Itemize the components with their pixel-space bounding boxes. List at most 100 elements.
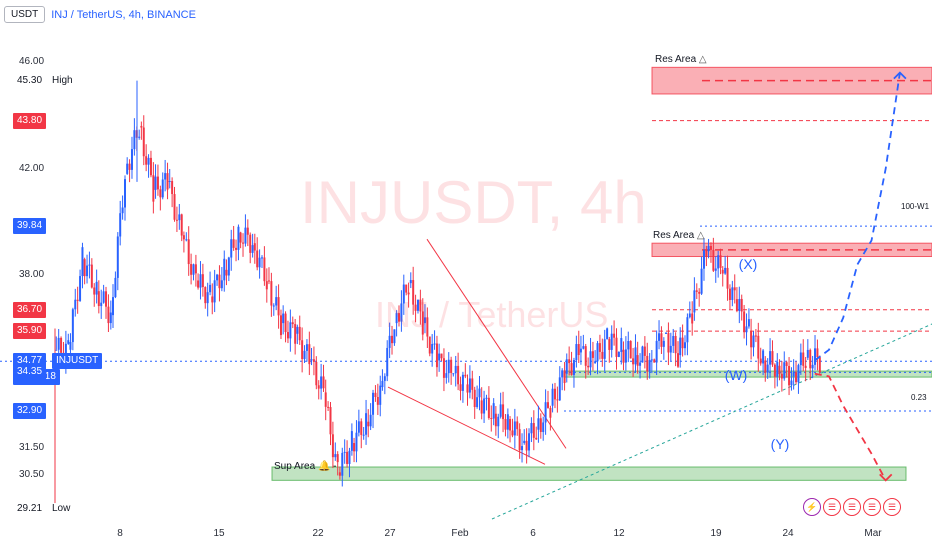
candle-body	[480, 400, 483, 414]
lightning-icon[interactable]: ⚡	[803, 498, 821, 516]
candle-body	[577, 344, 580, 356]
candle-body	[423, 317, 426, 324]
candle-body	[133, 130, 136, 150]
candle-body	[220, 280, 223, 289]
flag-icon[interactable]: ☰	[863, 498, 881, 516]
candle-body	[466, 384, 469, 393]
candle-body	[468, 378, 471, 393]
candle-body	[728, 288, 731, 300]
candle-body	[452, 373, 455, 375]
candle-body	[445, 373, 448, 378]
candle-body	[511, 430, 514, 436]
candle-body	[256, 250, 259, 268]
candle-body	[232, 239, 235, 248]
candle-body	[461, 374, 464, 391]
candle-body	[67, 340, 70, 344]
candle-body	[204, 287, 207, 304]
candle-body	[235, 247, 238, 250]
candle-body	[161, 179, 164, 198]
candle-body	[350, 431, 353, 451]
candle-body	[523, 440, 526, 444]
y-tick-label: 42.00	[19, 162, 45, 174]
candle-body	[246, 227, 249, 235]
candle-body	[341, 452, 344, 476]
candle-body	[811, 364, 814, 369]
candle-body	[367, 421, 370, 427]
candle-body	[629, 341, 632, 359]
candle-body	[414, 304, 417, 311]
candle-body	[93, 287, 96, 295]
candle-body	[535, 437, 538, 440]
currency-badge[interactable]: USDT	[4, 6, 46, 23]
candle-body	[601, 351, 604, 359]
candle-body	[244, 227, 247, 244]
candle-body	[814, 348, 817, 365]
res-area-top-label: Res Area △	[655, 54, 707, 65]
candle-body	[442, 358, 445, 378]
candle-body	[509, 419, 512, 431]
candle-body	[112, 297, 114, 316]
candle-body	[365, 413, 368, 435]
candle-body	[180, 214, 183, 236]
x-tick-label: 27	[384, 528, 396, 539]
candle-body	[591, 351, 594, 358]
candle-body	[497, 416, 500, 427]
candle-body	[485, 397, 488, 399]
candle-body	[225, 269, 228, 276]
flag-icon[interactable]: ☰	[823, 498, 841, 516]
candle-body	[743, 311, 746, 333]
flag-icon[interactable]: ☰	[843, 498, 861, 516]
candle-body	[97, 291, 100, 307]
candle-body	[634, 347, 637, 365]
candle-body	[88, 264, 91, 266]
candle-body	[693, 290, 696, 313]
candle-body	[369, 414, 372, 427]
candle-body	[551, 388, 554, 406]
candle-body	[804, 365, 807, 368]
candle-body	[213, 280, 216, 303]
zone-2	[271, 466, 907, 481]
candle-body	[372, 392, 375, 415]
support-trendline	[491, 323, 932, 520]
candle-body	[544, 402, 547, 423]
res-area-mid-label: Res Area △	[653, 230, 705, 241]
candle-body	[419, 299, 422, 312]
candle-body	[433, 343, 436, 345]
price-tag-note: Low	[50, 503, 73, 515]
candle-body	[691, 313, 694, 324]
candle-body	[55, 349, 58, 351]
arrow-up-head	[893, 71, 907, 80]
candle-body	[130, 149, 133, 170]
flag-icon[interactable]: ☰	[883, 498, 901, 516]
x-tick-label: 8	[117, 528, 123, 539]
candle-body	[320, 376, 323, 389]
candle-body	[336, 454, 339, 463]
candle-body	[315, 361, 318, 386]
candle-body	[357, 421, 360, 433]
candle-body	[738, 298, 741, 311]
candle-body	[617, 351, 620, 357]
chart-title: INJ / TetherUS, 4h, BINANCE	[51, 8, 196, 21]
candle-body	[301, 340, 304, 360]
candle-body	[168, 181, 171, 183]
candle-body	[272, 305, 275, 307]
candle-body	[90, 264, 93, 288]
candle-body	[698, 291, 701, 294]
candle-body	[762, 350, 765, 364]
candle-body	[435, 343, 438, 368]
candle-body	[334, 454, 337, 458]
candle-body	[164, 173, 167, 180]
candle-body	[735, 299, 738, 311]
candle-body	[322, 376, 325, 389]
candle-body	[298, 326, 301, 341]
candle-body	[109, 312, 112, 324]
candle-body	[119, 213, 122, 237]
candle-body	[667, 332, 670, 353]
candle-body	[669, 345, 672, 353]
candle-body	[428, 336, 431, 354]
candle-body	[714, 268, 717, 271]
candle-body	[764, 360, 767, 373]
candle-body	[360, 421, 363, 435]
